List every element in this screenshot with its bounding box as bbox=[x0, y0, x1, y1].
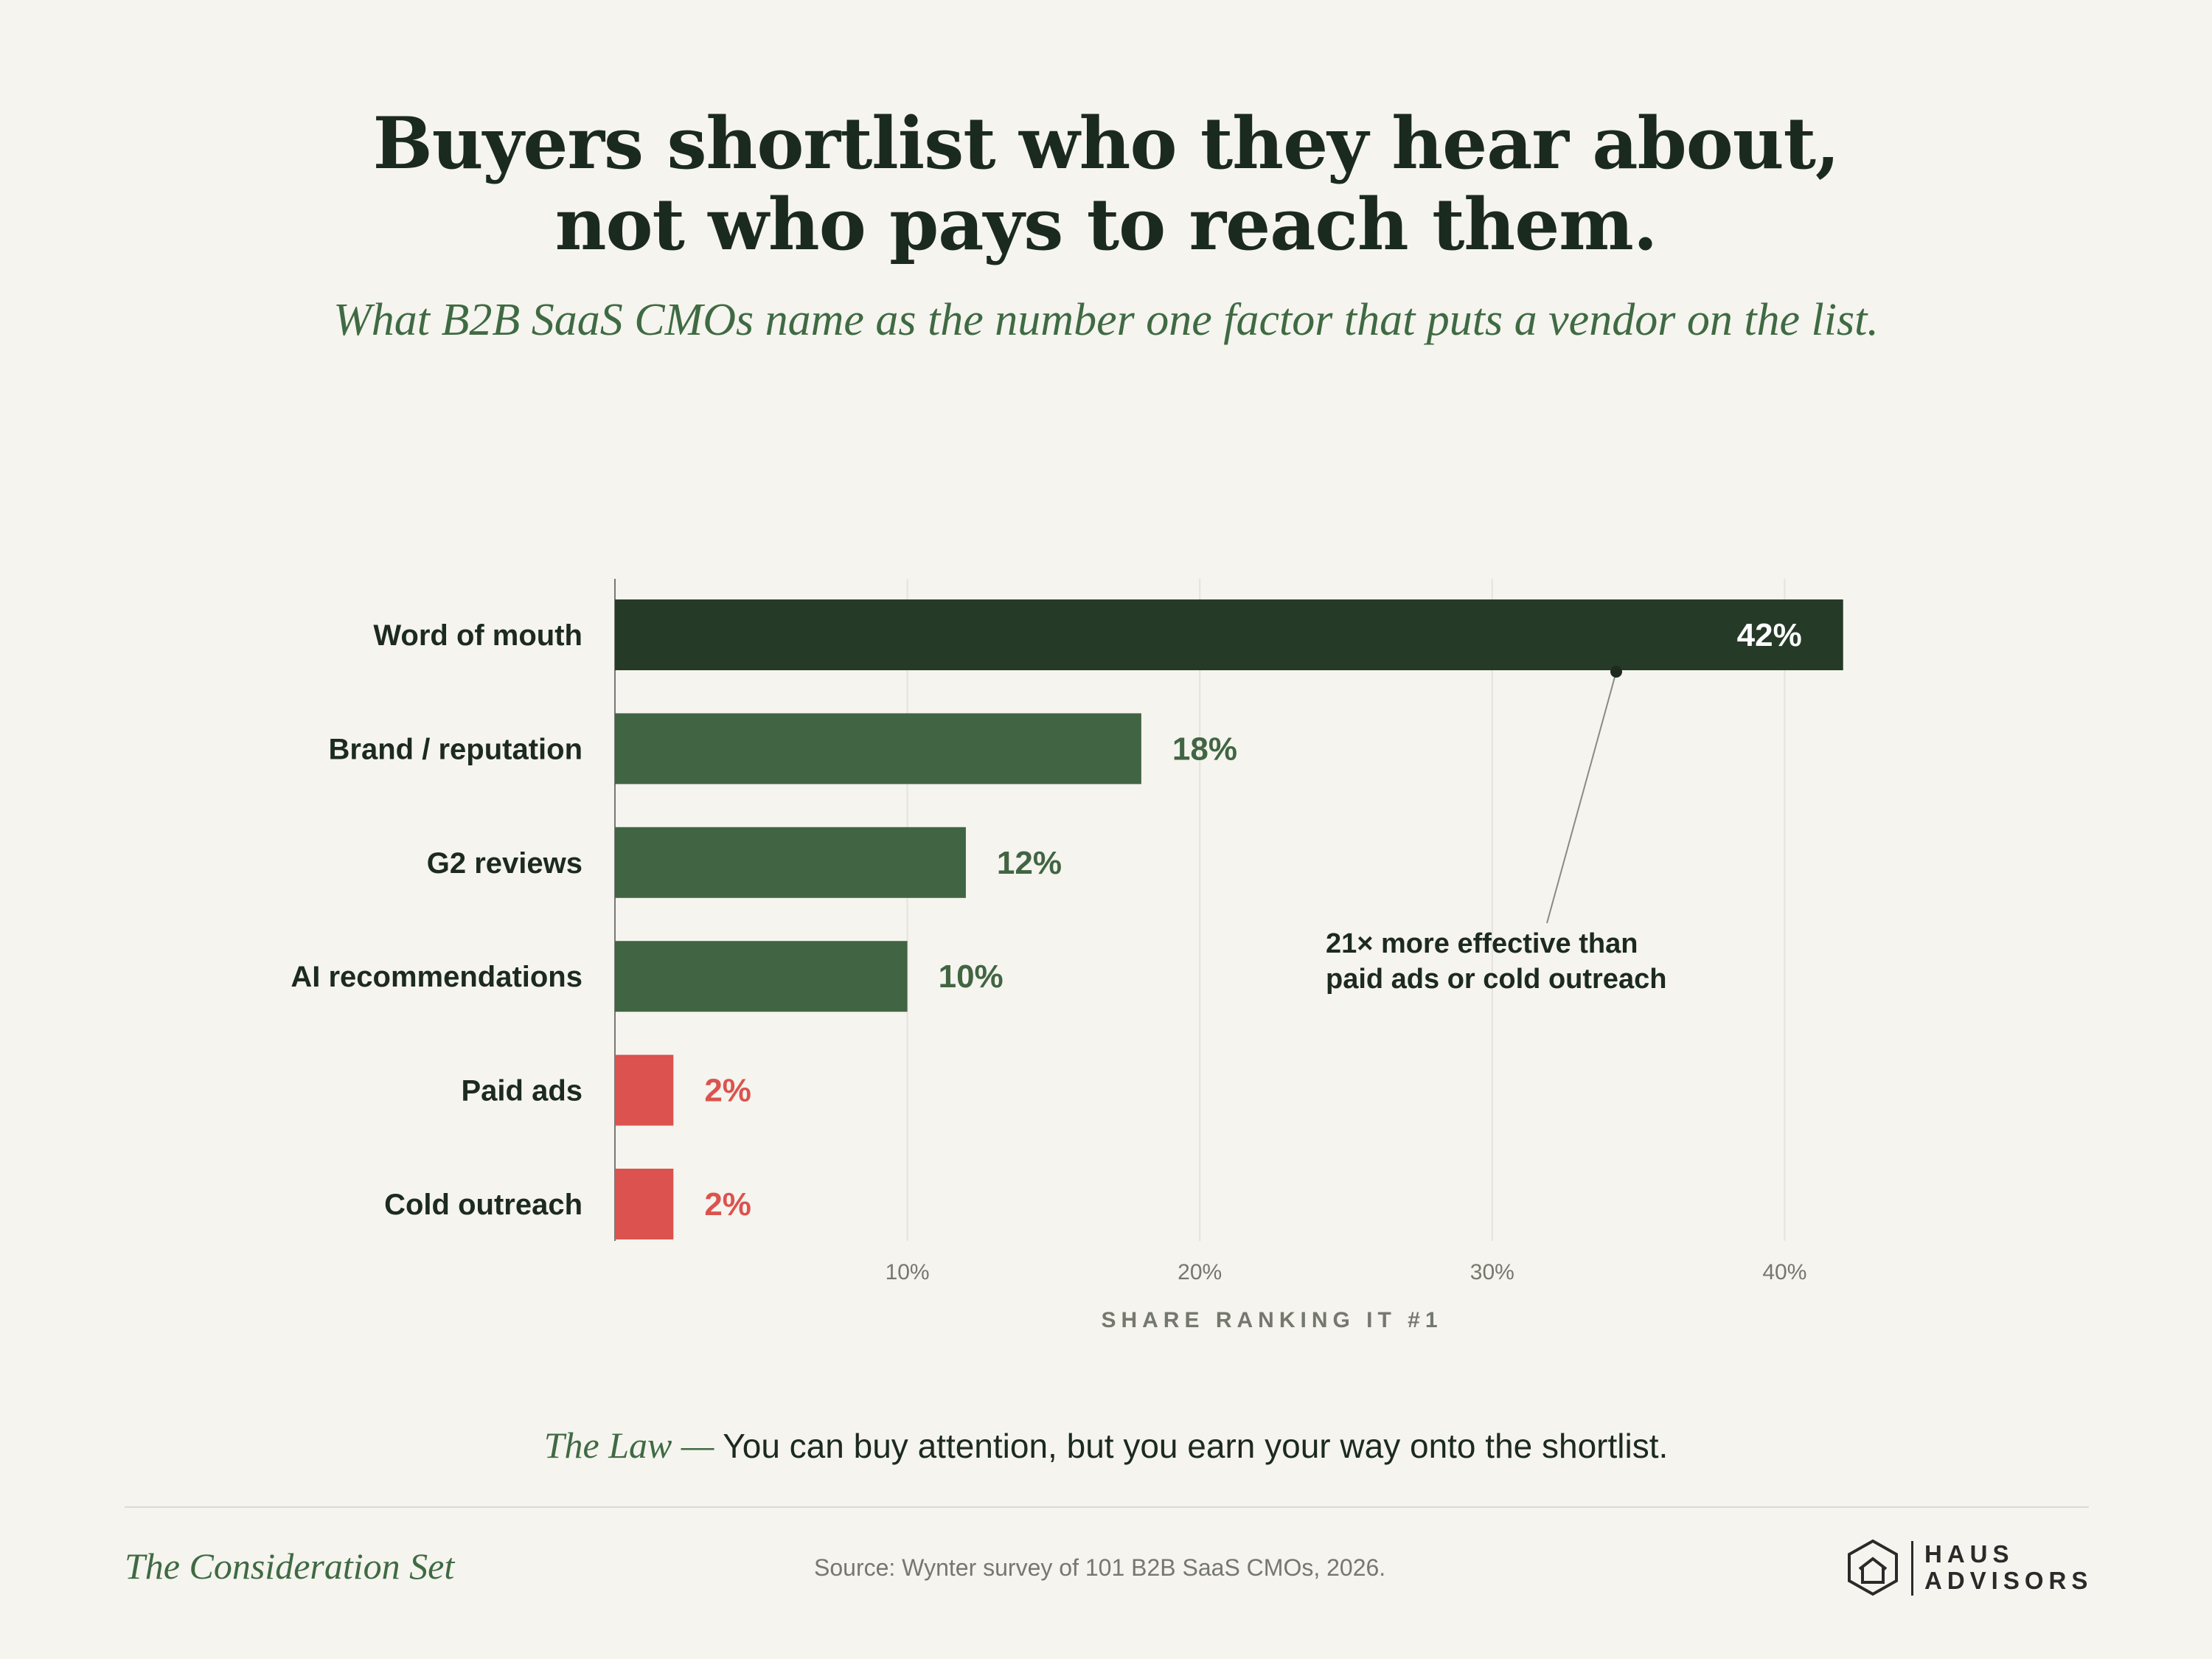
value-label: 42% bbox=[1737, 617, 1802, 653]
x-tick-label: 20% bbox=[1178, 1260, 1222, 1284]
grid-lines bbox=[906, 579, 1786, 1241]
category-labels: Word of mouth Brand / reputation G2 review… bbox=[291, 619, 582, 1221]
logo-separator bbox=[1911, 1541, 1913, 1596]
category-label: Word of mouth bbox=[373, 619, 582, 652]
x-tick-label: 10% bbox=[886, 1260, 930, 1284]
category-label: Paid ads bbox=[461, 1075, 582, 1107]
series-name: The Consideration Set bbox=[125, 1545, 455, 1587]
x-tick-label: 30% bbox=[1470, 1260, 1514, 1284]
category-label: G2 reviews bbox=[427, 847, 582, 880]
logo-line-1: HAUS bbox=[1924, 1540, 2014, 1568]
logo-wordmark: HAUS ADVISORS bbox=[1924, 1541, 2093, 1594]
value-label: 2% bbox=[704, 1186, 751, 1222]
title-line-2: not who pays to reach them. bbox=[554, 183, 1658, 266]
bars bbox=[615, 599, 1843, 1239]
footer-divider bbox=[125, 1506, 2089, 1508]
category-label: Cold outreach bbox=[384, 1189, 582, 1221]
chart-title: Buyers shortlist who they hear about, no… bbox=[0, 103, 2212, 265]
annotation-dot bbox=[1610, 666, 1622, 678]
chart-subtitle: What B2B SaaS CMOs name as the number on… bbox=[333, 295, 1879, 345]
annotation-line-1: 21× more effective than bbox=[1326, 928, 1638, 959]
value-label: 12% bbox=[997, 845, 1062, 881]
bar bbox=[615, 1054, 674, 1126]
source-note: Source: Wynter survey of 101 B2B SaaS CM… bbox=[814, 1554, 1386, 1581]
category-label: Brand / reputation bbox=[329, 733, 582, 765]
value-labels: 42% 18% 12% 10% 2% 2% bbox=[704, 617, 1801, 1222]
bar bbox=[615, 1169, 674, 1239]
category-label: AI recommendations bbox=[291, 961, 582, 993]
x-axis-label: SHARE RANKING IT #1 bbox=[1101, 1308, 1442, 1332]
bar bbox=[615, 941, 908, 1012]
bar bbox=[615, 599, 1843, 670]
the-law-statement: The Law — You can buy attention, but you… bbox=[0, 1423, 2212, 1468]
value-label: 2% bbox=[704, 1073, 751, 1109]
bar bbox=[615, 713, 1141, 785]
x-tick-label: 40% bbox=[1762, 1260, 1806, 1284]
bar bbox=[615, 827, 966, 898]
law-lead: The Law — bbox=[543, 1425, 714, 1466]
law-text: You can buy attention, but you earn your… bbox=[714, 1427, 1669, 1465]
haus-advisors-logo: HAUS ADVISORS bbox=[1846, 1538, 2090, 1597]
annotation: 21× more effective than paid ads or cold… bbox=[1326, 666, 1666, 995]
value-label: 18% bbox=[1172, 731, 1237, 767]
annotation-line-2: paid ads or cold outreach bbox=[1326, 964, 1666, 995]
bar-chart: Word of mouth Brand / reputation G2 review… bbox=[291, 579, 1843, 1332]
logo-line-2: ADVISORS bbox=[1924, 1567, 2093, 1594]
annotation-leader-line bbox=[1546, 671, 1617, 924]
value-label: 10% bbox=[939, 959, 1004, 995]
house-hexagon-icon bbox=[1848, 1539, 1898, 1596]
title-line-1: Buyers shortlist who they hear about, bbox=[372, 102, 1840, 185]
x-tick-labels: 10% 20% 30% 40% bbox=[886, 1260, 1807, 1284]
annotation-text: 21× more effective than paid ads or cold… bbox=[1326, 928, 1666, 995]
